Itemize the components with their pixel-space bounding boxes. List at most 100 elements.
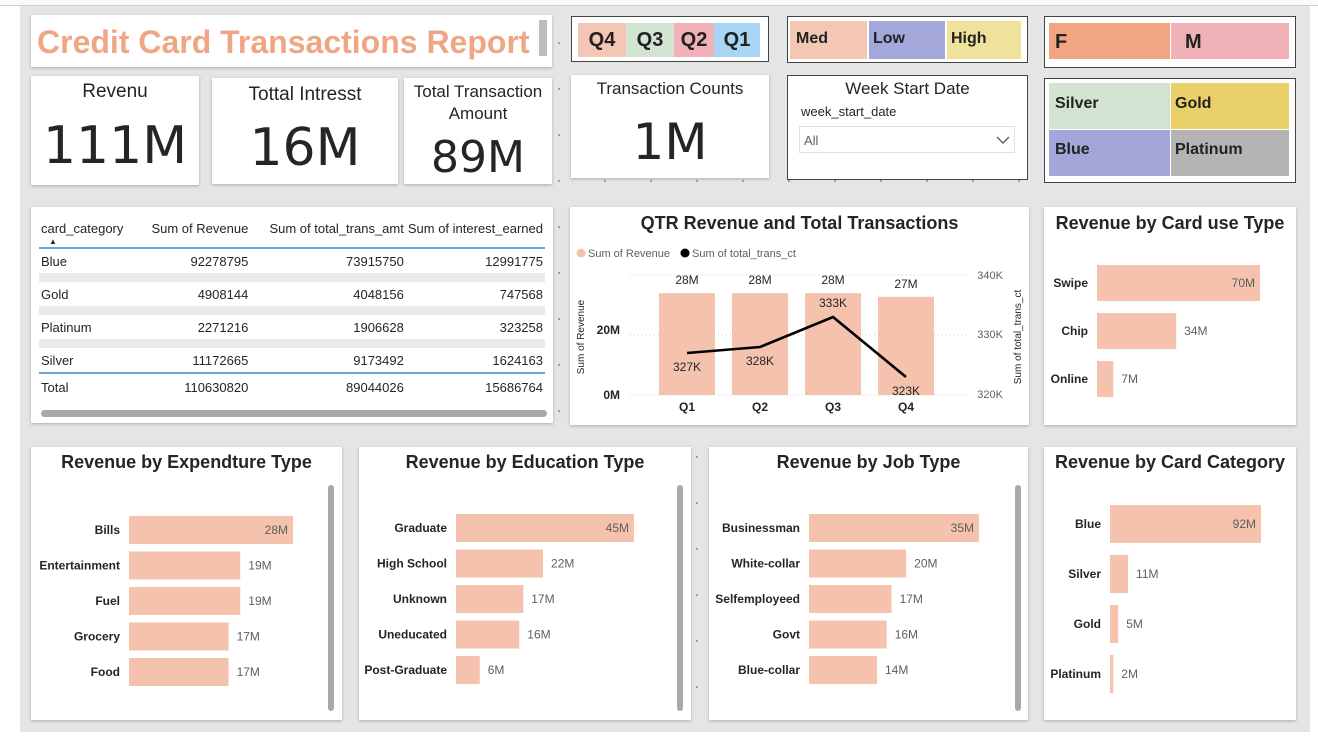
bar-value-label: 34M	[1184, 324, 1207, 338]
revenue-data-label: 28M	[821, 273, 844, 287]
bar	[456, 620, 520, 649]
bar	[809, 514, 979, 542]
level-chip[interactable]: High	[947, 21, 1021, 59]
bar-value-label: 16M	[895, 628, 918, 642]
title-accent-bar	[539, 20, 547, 56]
table-header[interactable]: Sum of total_trans_amt	[250, 217, 406, 249]
table-row: Platinum 2271216 1906628 323258	[41, 319, 543, 335]
bar-value-label: 17M	[531, 592, 554, 606]
top-strip	[0, 0, 1318, 6]
category-chip[interactable]: Blue	[1049, 130, 1170, 176]
bar-value-label: 22M	[551, 557, 574, 571]
chart-title: Revenue by Job Type	[776, 452, 961, 472]
education-chart: Graduate 45M High School 22M Unknown 17M Unedu…	[364, 514, 634, 684]
revenue-data-label: 27M	[894, 277, 917, 291]
week-dropdown[interactable]: All	[799, 126, 1015, 153]
category-chip[interactable]: Gold	[1171, 83, 1289, 129]
chevron-down-icon	[996, 136, 1010, 144]
category-label: Bills	[95, 523, 121, 537]
category-label: Blue	[1075, 517, 1101, 531]
bar-value-label: 92M	[1233, 517, 1256, 531]
table-row: Blue 92278795 73915750 12991775	[41, 253, 543, 269]
y-tick-label: 0M	[603, 388, 620, 402]
bar	[1110, 655, 1114, 693]
category-label: Uneducated	[378, 628, 447, 642]
card-use-chart: Swipe 70M Chip 34M Online 7M	[1051, 265, 1260, 397]
bar	[809, 549, 907, 578]
category-chip[interactable]: Silver	[1049, 83, 1170, 129]
gender-slicer: F M	[1044, 16, 1296, 68]
kpi-label: Total Transaction	[413, 82, 543, 101]
table-header[interactable]: Sum of interest_earned	[405, 217, 545, 249]
quarter-chip[interactable]: Q2	[674, 23, 714, 57]
card-category-chart-card: Revenue by Card Category Blue 92M Silver 11…	[1044, 447, 1296, 720]
bar	[1097, 361, 1114, 397]
card-use-chart-card: Revenue by Card use Type Swipe 70M Chip 34M…	[1044, 207, 1296, 425]
gender-chip[interactable]: M	[1171, 23, 1289, 59]
bar	[1110, 505, 1261, 543]
level-slicer: Med Low High	[787, 16, 1028, 63]
revenue-bar	[878, 296, 934, 395]
chart-vertical-scrollbar[interactable]	[328, 485, 334, 711]
chart-title: Revenue by Card use Type	[1055, 213, 1285, 233]
gender-chip[interactable]: F	[1049, 23, 1170, 59]
table-header[interactable]: card_category ▲	[39, 217, 137, 249]
bar	[1097, 265, 1260, 301]
bar	[129, 658, 229, 686]
quarter-chip[interactable]: Q1	[714, 23, 760, 57]
category-label: Selfemployeed	[715, 592, 800, 606]
table-horizontal-scrollbar[interactable]	[41, 410, 547, 417]
x-tick-label: Q3	[825, 400, 841, 414]
level-chip[interactable]: Med	[790, 21, 867, 59]
kpi-value: 89M	[431, 132, 525, 183]
legend-revenue-marker	[576, 248, 586, 258]
bar-value-label: 35M	[951, 521, 974, 535]
table-header[interactable]: Sum of Revenue	[136, 217, 251, 249]
kpi-interest: Tottal Intresst 16M	[212, 78, 398, 184]
x-tick-label: Q4	[898, 400, 914, 414]
transactions-data-label: 327K	[673, 360, 701, 374]
category-chip[interactable]: Platinum	[1171, 130, 1289, 176]
bar	[129, 622, 229, 651]
sort-arrow-icon: ▲	[49, 237, 57, 246]
bar-value-label: 17M	[237, 630, 260, 644]
y-axis-title: Sum of Revenue	[576, 299, 587, 374]
chart-vertical-scrollbar[interactable]	[677, 485, 683, 711]
bar	[456, 549, 544, 578]
revenue-bar	[805, 293, 861, 395]
report-title-card: Credit Card Transactions Report	[31, 15, 552, 67]
kpi-value: 111M	[42, 116, 188, 176]
week-start-slicer: Week Start Date week_start_date All	[787, 75, 1028, 180]
kpi-transaction-amount: Total Transaction Amount 89M	[404, 78, 552, 184]
bar	[809, 620, 887, 649]
bar-value-label: 14M	[885, 663, 908, 677]
level-chip[interactable]: Low	[869, 21, 945, 59]
chart-vertical-scrollbar[interactable]	[1015, 485, 1021, 711]
y-tick-label: 20M	[597, 323, 620, 337]
category-label: Grocery	[74, 630, 120, 644]
category-label: Graduate	[394, 521, 447, 535]
education-chart-card: Revenue by Education Type Graduate 45M Hig…	[359, 447, 691, 720]
quarter-chip[interactable]: Q4	[578, 23, 626, 57]
kpi-label-line2: Amount	[448, 104, 508, 123]
card-category-slicer: Silver Gold Blue Platinum	[1044, 78, 1296, 183]
revenue-data-label: 28M	[675, 273, 698, 287]
revenue-bar	[659, 293, 715, 395]
bar-value-label: 17M	[237, 665, 260, 679]
table-row: Silver 11172665 9173492 1624163	[41, 352, 543, 368]
expenditure-chart: Bills 28M Entertainment 19M Fuel 19M Grocery 17…	[39, 516, 293, 686]
category-label: Silver	[1068, 567, 1101, 581]
transactions-data-label: 328K	[746, 354, 774, 368]
category-label: Blue-collar	[738, 663, 800, 677]
table-row: Gold 4908144 4048156 747568	[41, 286, 543, 302]
category-label: White-collar	[731, 557, 800, 571]
quarter-chip[interactable]: Q3	[626, 23, 674, 57]
week-slicer-title: Week Start Date	[845, 79, 970, 98]
kpi-revenue: Revenu 111M	[31, 76, 199, 185]
transactions-data-label: 333K	[819, 296, 847, 310]
category-label: Unknown	[393, 592, 447, 606]
expenditure-chart-card: Revenue by Expendture Type Bills 28M Enter…	[31, 447, 342, 720]
kpi-label: Transaction Counts	[596, 79, 744, 98]
bar	[129, 551, 241, 580]
bar	[129, 587, 241, 615]
